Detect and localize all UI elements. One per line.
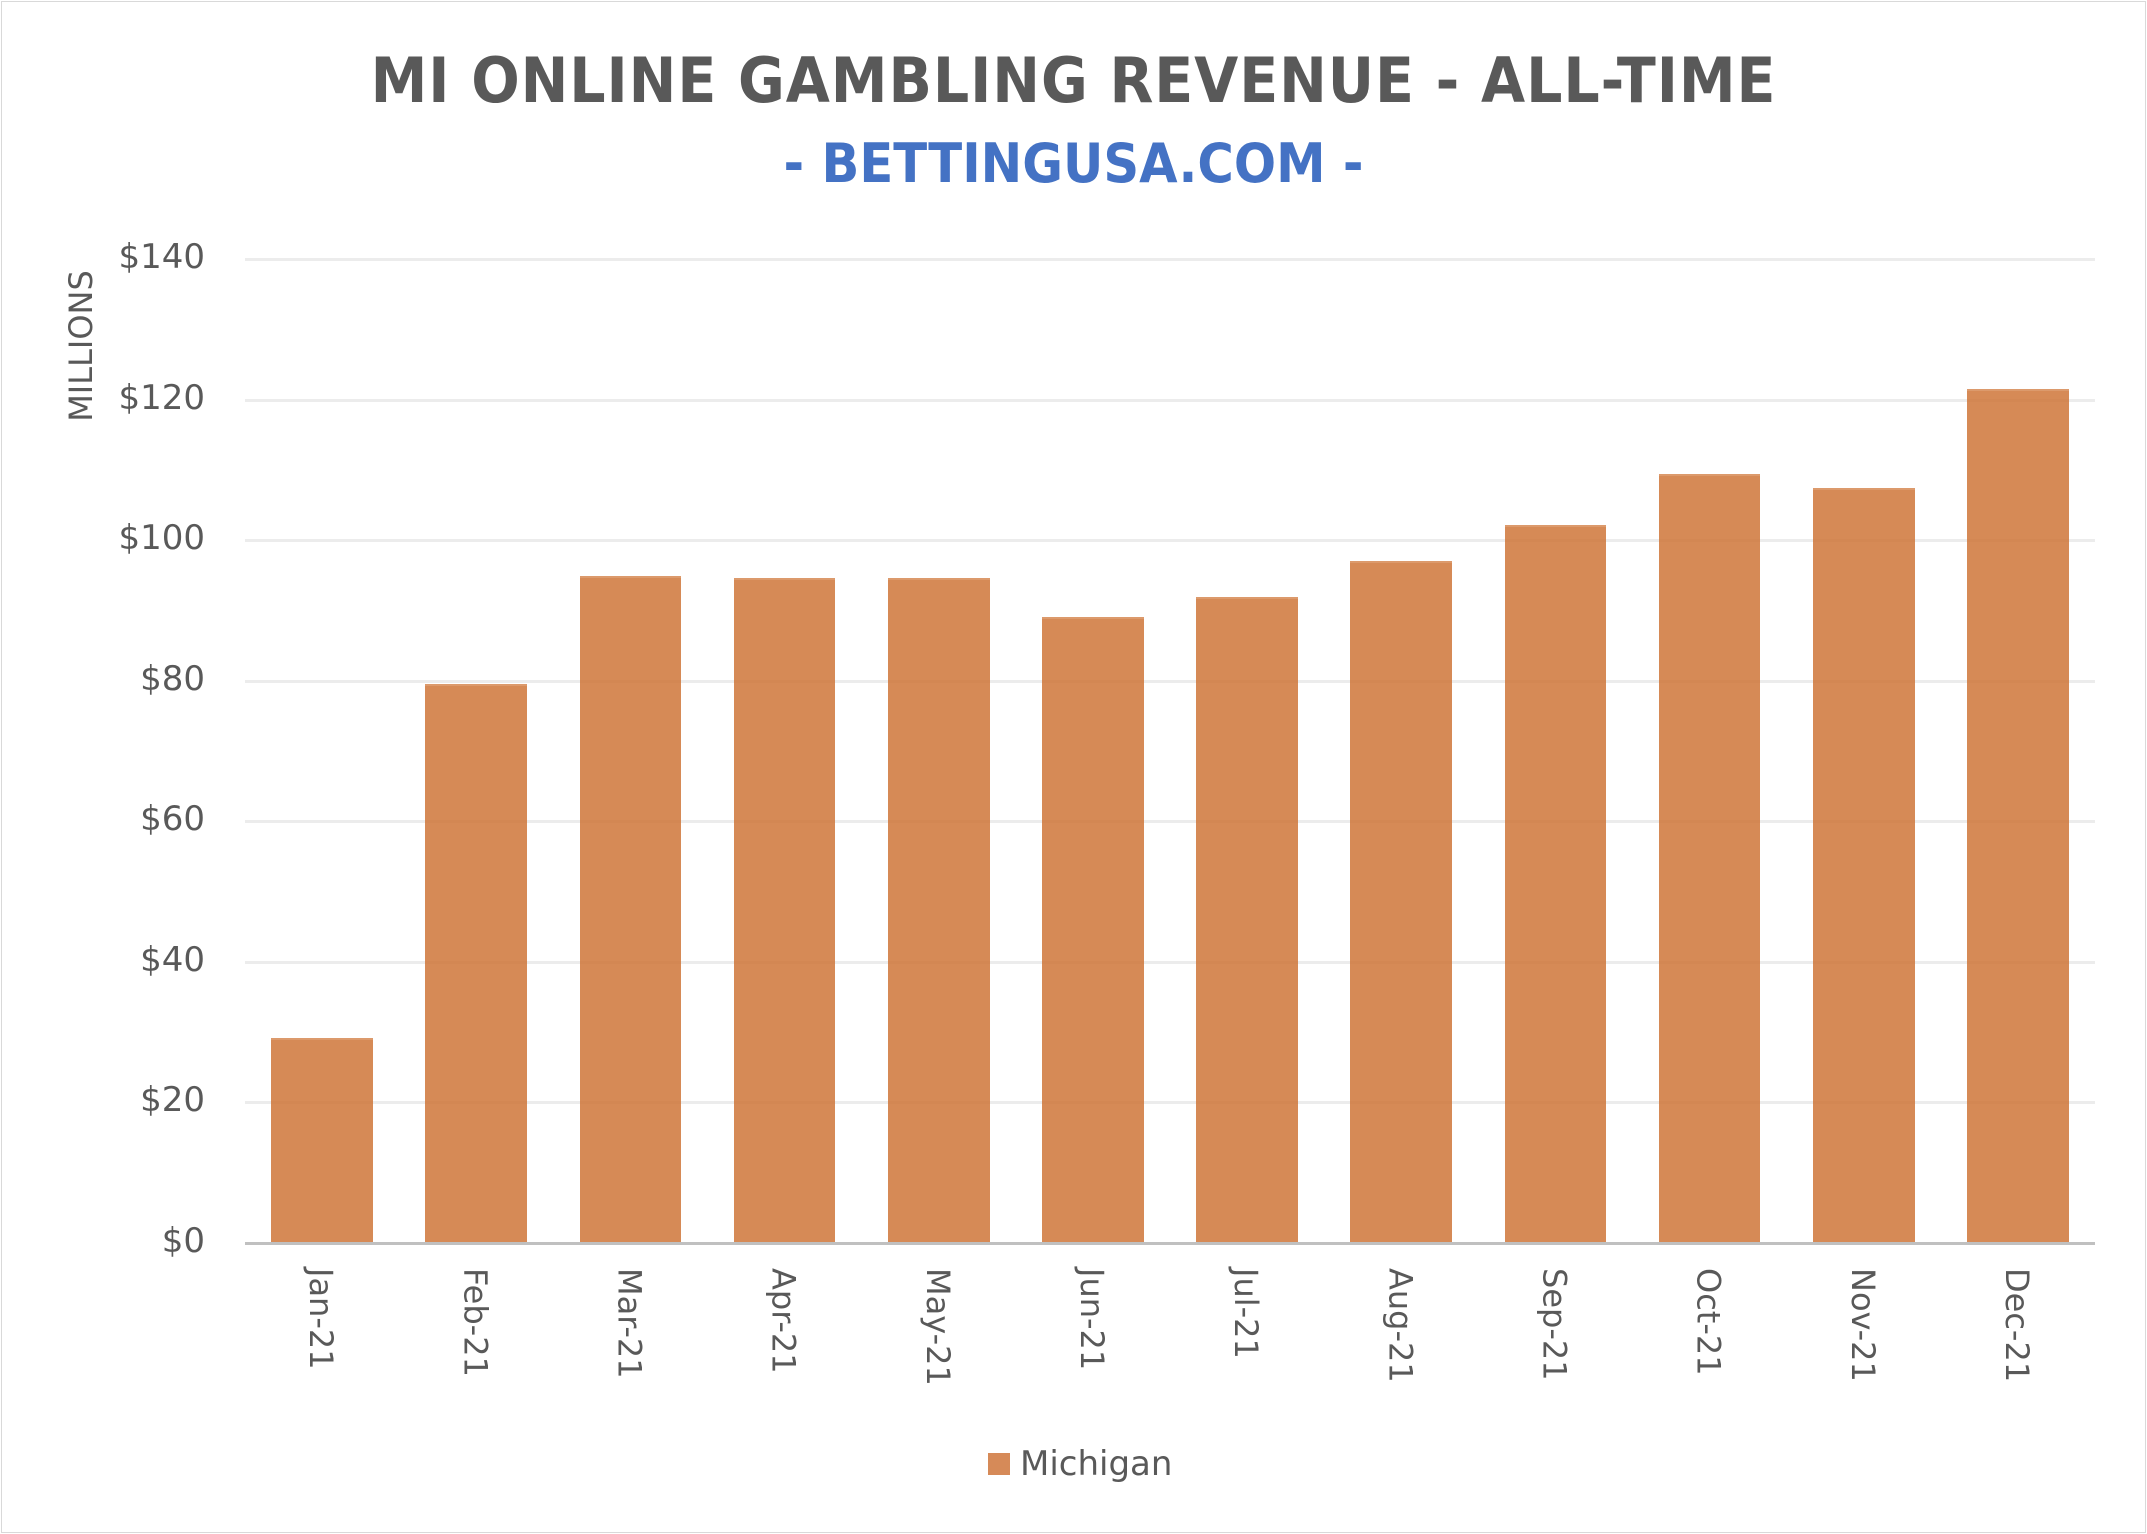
legend: Michigan bbox=[988, 1444, 1172, 1484]
bar bbox=[1812, 488, 1915, 1243]
x-tick-label: Apr-21 bbox=[764, 1268, 803, 1374]
bar bbox=[887, 578, 990, 1243]
bar bbox=[425, 683, 528, 1243]
legend-label: Michigan bbox=[1020, 1444, 1173, 1484]
plot-area bbox=[245, 258, 2095, 1245]
gridline bbox=[245, 1101, 2095, 1105]
bar bbox=[1967, 389, 2069, 1243]
bar bbox=[1042, 617, 1144, 1243]
y-tick-label: $120 bbox=[118, 377, 205, 418]
x-tick-label: Jan-21 bbox=[302, 1268, 341, 1370]
bar bbox=[733, 578, 836, 1243]
x-tick-label: Sep-21 bbox=[1535, 1268, 1574, 1381]
y-tick-label: $60 bbox=[140, 799, 205, 840]
gridline bbox=[245, 960, 2095, 964]
gridline bbox=[245, 679, 2095, 683]
gridline bbox=[245, 398, 2095, 402]
bar bbox=[1196, 597, 1298, 1243]
x-tick-label: Oct-21 bbox=[1689, 1268, 1728, 1376]
x-tick-label: May-21 bbox=[918, 1268, 957, 1386]
y-tick-label: $0 bbox=[161, 1221, 205, 1261]
y-tick-label: $140 bbox=[118, 237, 205, 277]
x-tick-label: Jun-21 bbox=[1072, 1268, 1111, 1371]
gridline bbox=[245, 539, 2095, 543]
bar bbox=[1350, 561, 1453, 1243]
bar bbox=[579, 576, 682, 1243]
chart-title: MI ONLINE GAMBLING REVENUE - ALL-TIME bbox=[370, 44, 1777, 117]
gridline bbox=[245, 820, 2095, 824]
x-tick-label: Jul-21 bbox=[1227, 1268, 1266, 1359]
x-tick-label: Dec-21 bbox=[1997, 1268, 2036, 1383]
bar bbox=[1504, 525, 1607, 1243]
chart-subtitle: - BETTINGUSA.COM - bbox=[783, 132, 1364, 195]
x-tick-label: Mar-21 bbox=[610, 1268, 649, 1379]
gridline bbox=[245, 258, 2095, 261]
bar bbox=[1658, 474, 1761, 1243]
x-tick-label: Nov-21 bbox=[1843, 1268, 1882, 1382]
bar-series-michigan bbox=[245, 259, 2095, 1243]
x-tick-label: Feb-21 bbox=[456, 1268, 495, 1377]
y-tick-label: $80 bbox=[140, 658, 205, 699]
bar bbox=[271, 1037, 373, 1243]
y-tick-label: $40 bbox=[140, 939, 205, 980]
x-axis-line bbox=[245, 1242, 2095, 1245]
y-tick-label: $20 bbox=[140, 1080, 205, 1121]
legend-swatch-icon bbox=[988, 1453, 1010, 1475]
x-tick-label: Aug-21 bbox=[1381, 1268, 1420, 1383]
y-tick-label: $100 bbox=[118, 518, 205, 559]
